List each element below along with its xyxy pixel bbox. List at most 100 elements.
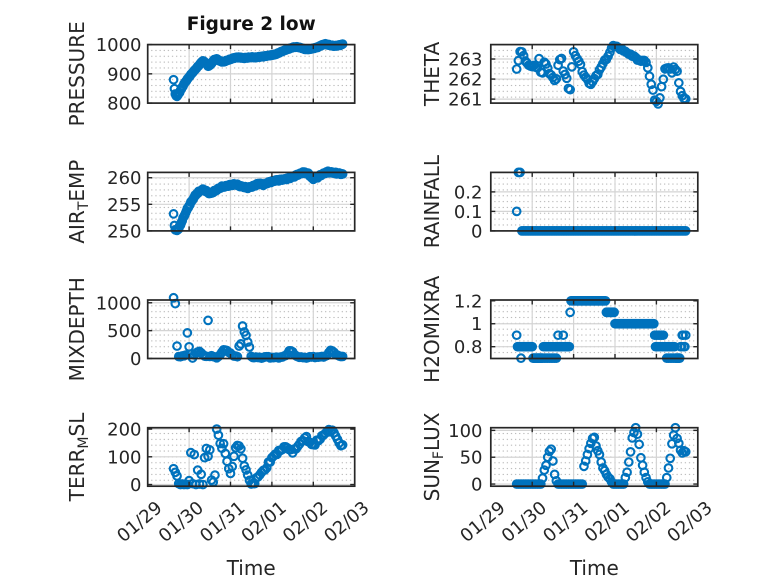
x-tick-label: 01/31	[196, 497, 249, 546]
data-point	[632, 429, 643, 439]
data-point	[204, 445, 215, 455]
y-tick-label: 500	[107, 321, 141, 342]
data-point	[564, 341, 575, 352]
data-point	[337, 351, 348, 362]
data-point	[229, 451, 239, 462]
data-point	[561, 73, 572, 84]
data-point	[511, 206, 522, 217]
data-point	[592, 69, 603, 80]
x-tick-label: 02/03	[663, 497, 716, 546]
y-tick-label: 0	[130, 349, 141, 370]
minor-grid	[490, 172, 698, 231]
data-point	[591, 441, 601, 451]
y-tick-label: 250	[107, 221, 141, 242]
data-point	[168, 209, 179, 219]
data-point	[546, 444, 557, 455]
axes-box	[146, 299, 356, 360]
axes-box	[489, 171, 699, 232]
major-grid	[147, 300, 355, 359]
subplot-rainfall: 00.10.2 RAINFALL	[420, 154, 699, 248]
y-axis-label-h2omixra: H2OMIXRA	[420, 275, 444, 382]
data-point	[168, 74, 179, 85]
data-point	[242, 470, 253, 480]
data-point	[582, 449, 593, 460]
data-point	[218, 438, 229, 449]
y-tick-label: 1000	[96, 293, 142, 314]
data-point	[670, 64, 681, 75]
data-point	[641, 57, 651, 68]
data-point	[551, 74, 562, 84]
data-point	[198, 479, 208, 490]
y-tick-label: 0.1	[454, 202, 483, 223]
data-point	[518, 50, 529, 61]
tick-marks	[146, 300, 356, 360]
axes-box	[489, 299, 699, 360]
data-point	[620, 472, 631, 483]
data-point	[663, 463, 674, 473]
data-point	[189, 449, 200, 460]
tick-marks	[490, 44, 699, 104]
x-tick-label: 01/29	[113, 497, 166, 546]
x-tick-label: 02/02	[279, 497, 332, 546]
series-terr_msl	[168, 424, 348, 490]
tick-marks	[490, 427, 699, 487]
data-point	[558, 330, 569, 341]
data-point	[337, 169, 348, 179]
data-point	[579, 461, 589, 472]
data-point	[648, 318, 659, 329]
data-point	[196, 469, 207, 480]
y-tick-label: 200	[107, 420, 141, 441]
data-point	[646, 79, 657, 90]
data-point	[527, 341, 538, 352]
y-axis-label-terr_msl: TERRMSL	[65, 412, 92, 502]
y-axis-label-rainfall: RAINFALL	[420, 154, 444, 248]
y-tick-label: 261	[448, 90, 482, 111]
x-axis-label-left: Time	[226, 556, 276, 580]
y-tick-label: 262	[448, 70, 482, 91]
minor-grid	[147, 300, 355, 359]
data-point	[609, 307, 619, 318]
y-tick-label: 0	[471, 475, 482, 496]
data-point	[596, 457, 607, 467]
y-axis-label-mixdepth: MIXDEPTH	[65, 277, 89, 381]
series-theta	[511, 40, 691, 109]
data-point	[639, 467, 650, 478]
data-point	[672, 66, 682, 77]
data-point	[260, 464, 270, 475]
subplot-pressure: 800 900 1000 PRESSURE	[65, 21, 356, 126]
data-point	[539, 465, 550, 475]
subplot-terr_msl: 0 100 200 TERRMSL 01/2901/3001/3102/0102/020…	[65, 412, 374, 547]
data-point	[622, 467, 632, 478]
series-pressure	[168, 38, 348, 102]
data-point	[511, 330, 522, 341]
data-point	[215, 438, 225, 449]
figure-title: Figure 2 low	[186, 14, 316, 36]
x-tick-label: 02/01	[581, 497, 634, 546]
data-point	[658, 330, 669, 341]
major-grid	[490, 172, 698, 231]
data-point	[241, 464, 251, 475]
x-tick-label: 01/30	[498, 497, 551, 546]
data-point	[244, 342, 255, 352]
data-point	[232, 351, 243, 362]
data-point	[237, 321, 248, 331]
data-point	[565, 84, 576, 95]
y-tick-label: 255	[107, 195, 141, 216]
data-point	[511, 64, 522, 74]
y-tick-label: 1	[471, 314, 482, 335]
y-tick-label: 1000	[96, 35, 142, 56]
data-point	[337, 440, 348, 450]
x-tick-label: 01/31	[539, 497, 592, 546]
data-point	[210, 470, 220, 480]
data-point	[577, 479, 588, 489]
y-tick-label: 0	[471, 221, 482, 242]
data-point	[658, 74, 669, 85]
data-point	[623, 457, 634, 467]
y-tick-label: 263	[448, 50, 482, 71]
data-point	[680, 447, 691, 457]
data-point	[634, 439, 645, 450]
subplot-mixdepth: 0 500 1000 MIXDEPTH	[65, 277, 356, 381]
